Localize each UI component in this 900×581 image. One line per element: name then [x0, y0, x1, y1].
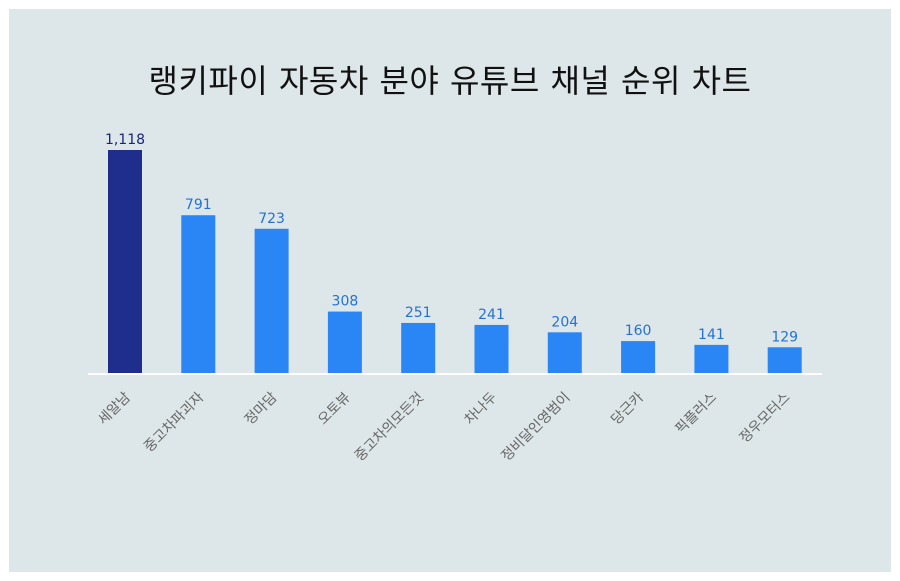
category-label-7: 당근카 [608, 389, 647, 428]
value-label-6: 204 [551, 314, 578, 330]
bar-3 [327, 311, 362, 373]
category-label-2: 정마담 [242, 389, 281, 428]
value-label-0: 1,118 [105, 132, 145, 148]
bar-1 [181, 215, 216, 373]
bar-0 [108, 150, 142, 373]
bar-2 [254, 228, 289, 373]
category-label-0: 세알남 [95, 389, 134, 428]
value-label-5: 241 [478, 307, 505, 323]
category-label-5: 차나두 [462, 389, 501, 428]
category-label-4: 중고차의모든것 [352, 390, 427, 465]
bar-group [108, 150, 802, 373]
value-label-1: 791 [185, 197, 212, 213]
value-label-7: 160 [625, 323, 652, 339]
value-label-4: 251 [405, 305, 432, 321]
bar-6 [547, 332, 582, 373]
bar-8 [694, 344, 729, 373]
value-label-9: 129 [771, 329, 798, 345]
bar-7 [621, 341, 656, 373]
bar-4 [401, 322, 436, 373]
chart-background [9, 9, 891, 572]
value-label-2: 723 [258, 211, 285, 227]
value-label-group: 1,118 791 723 308 251 241 204 160 141 129 [105, 132, 798, 345]
category-label-9: 정우모터스 [737, 389, 794, 446]
bar-9 [767, 347, 802, 373]
value-label-8: 141 [698, 327, 725, 343]
category-label-6: 정비달인영범이 [499, 390, 574, 465]
chart-title: 랭키파이 자동차 분야 유튜브 채널 순위 차트 [148, 62, 752, 100]
category-label-1: 중고차파괴자 [141, 389, 207, 455]
bar-5 [474, 324, 509, 373]
category-label-8: 픽플러스 [672, 389, 720, 437]
category-label-3: 오토뷰 [315, 389, 354, 428]
value-label-3: 308 [332, 294, 359, 310]
